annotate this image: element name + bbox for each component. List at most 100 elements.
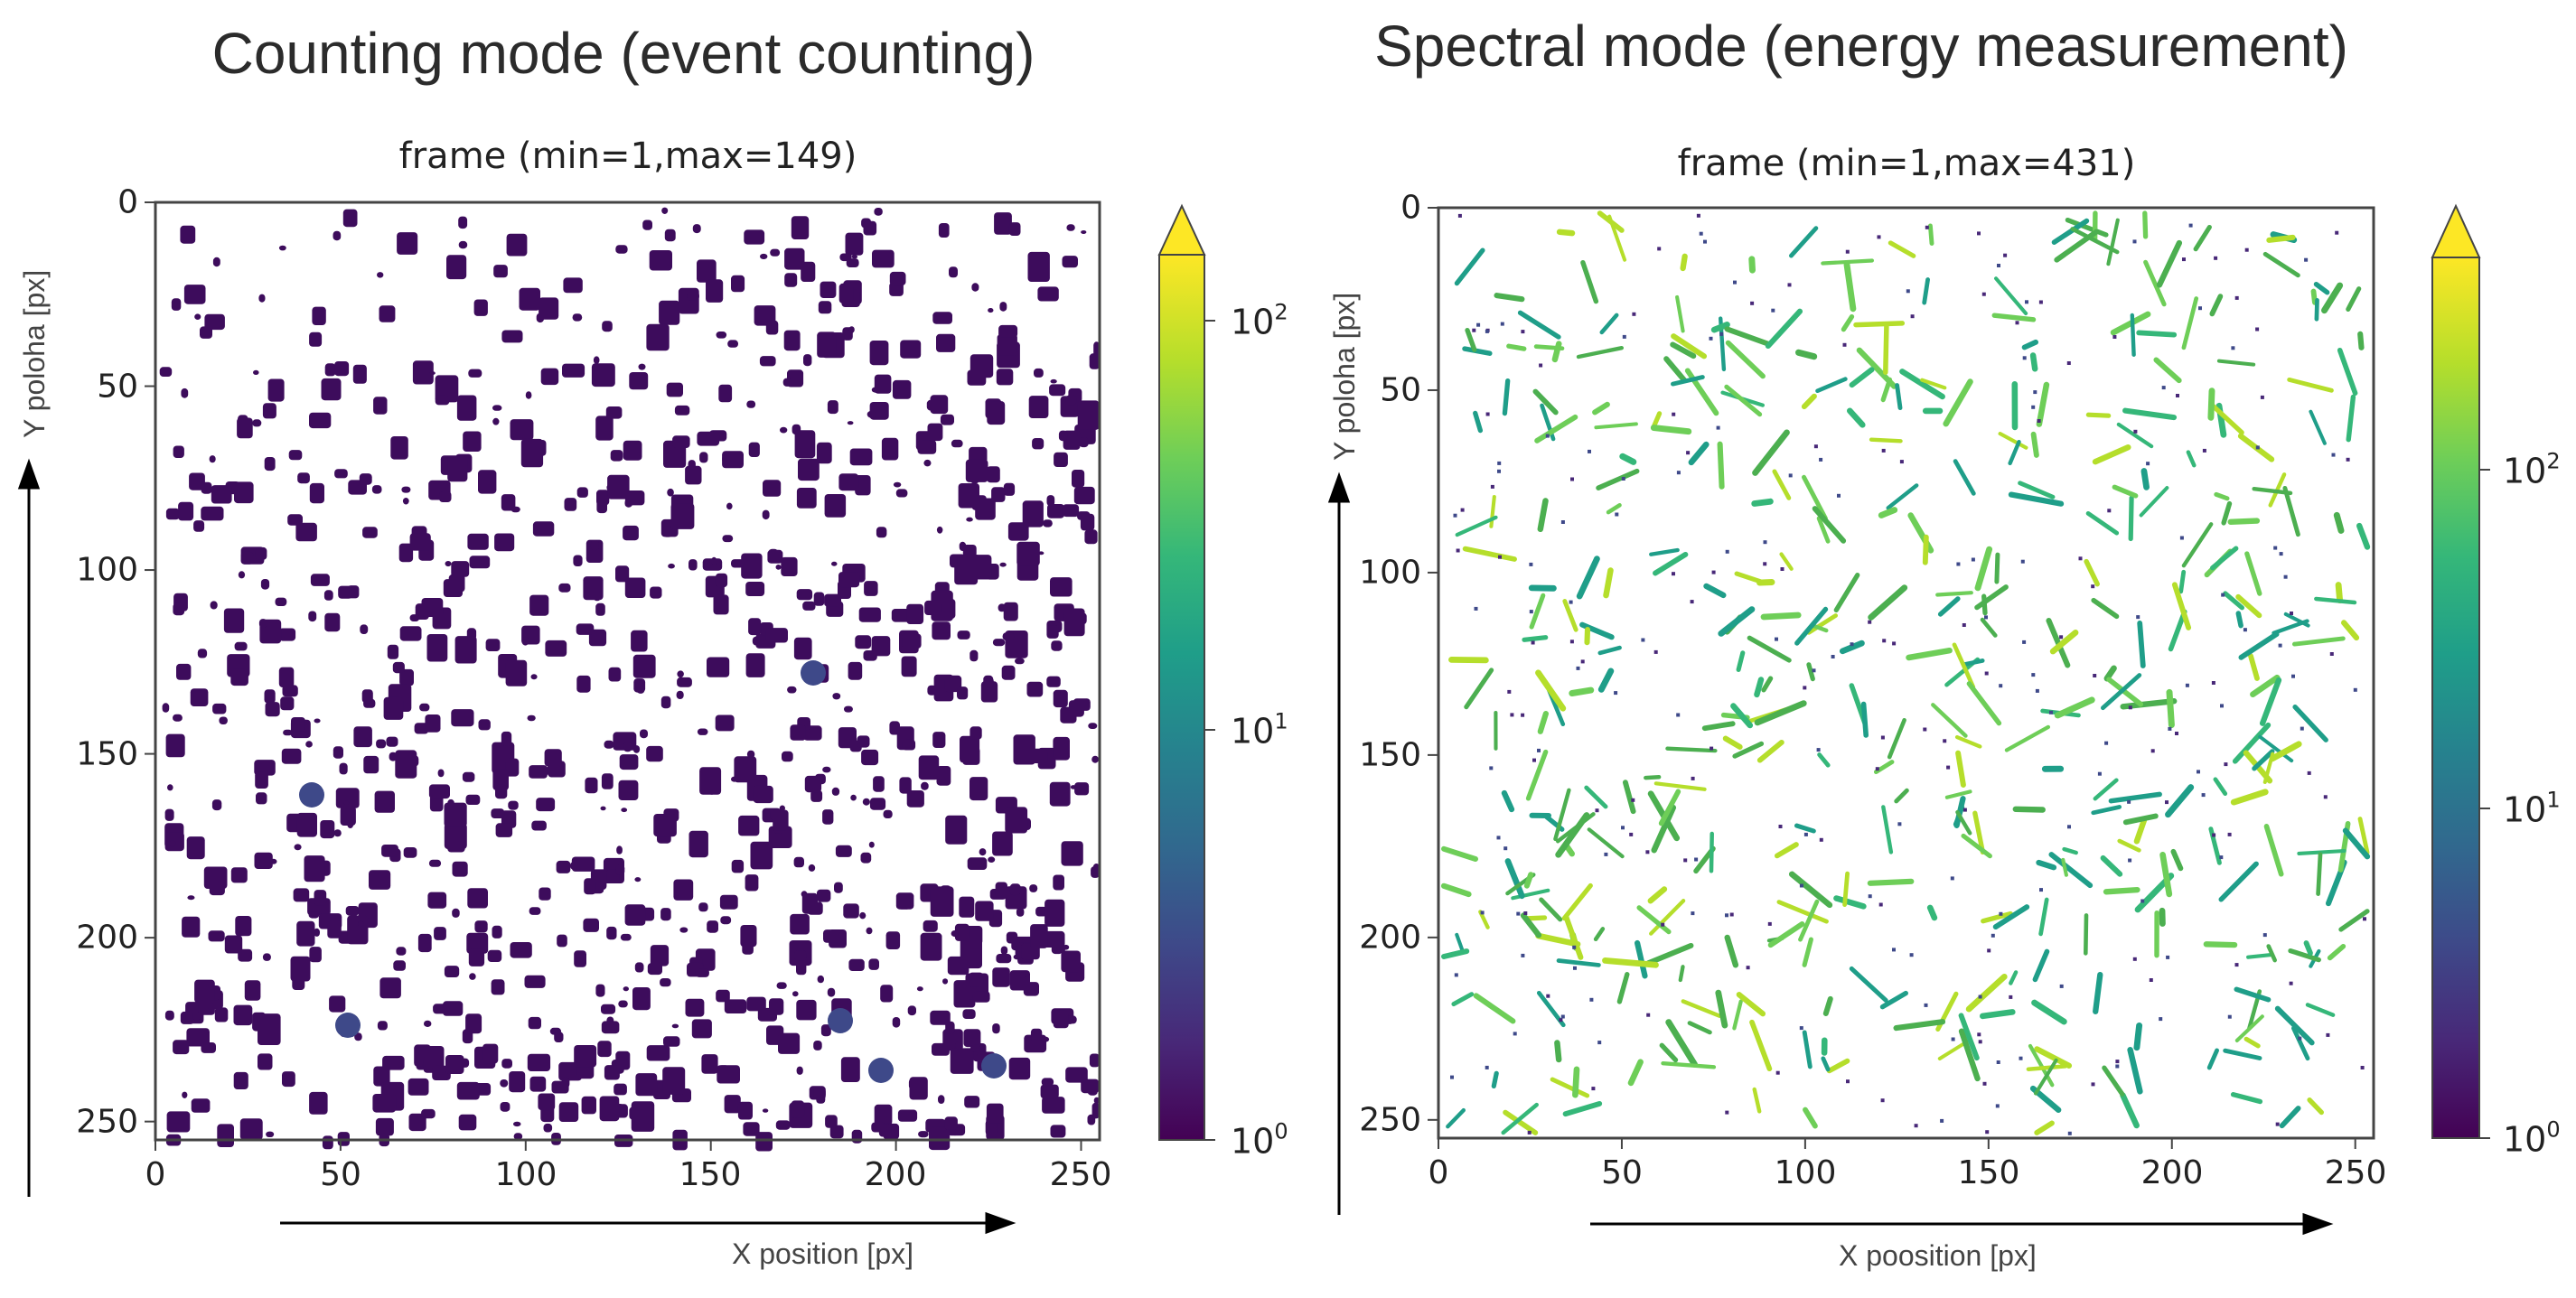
event-blob (980, 681, 998, 703)
event-blob (491, 808, 505, 818)
event-blob (182, 916, 201, 938)
low-energy-pixel (1709, 336, 1713, 341)
event-blob (831, 787, 840, 796)
particle-track (1556, 229, 1576, 237)
event-blob (646, 1045, 670, 1061)
event-blob (407, 1078, 429, 1096)
event-blob (521, 637, 529, 646)
particle-track (1441, 948, 1470, 959)
event-blob (1034, 368, 1044, 378)
left-cb-tick-10: 101 (1231, 709, 1288, 752)
event-blob (616, 845, 623, 854)
particle-track (1833, 573, 1860, 613)
event-blob (932, 621, 951, 640)
event-blob (291, 717, 305, 732)
particle-track (1798, 899, 1820, 942)
low-energy-pixel (2093, 674, 2097, 677)
low-energy-pixel (2224, 762, 2228, 767)
event-blob (822, 809, 834, 825)
event-blob (445, 1055, 464, 1074)
event-blob (282, 685, 298, 697)
particle-track (1732, 741, 1765, 759)
left-x-tick-200: 200 (864, 1156, 927, 1193)
particle-track (1710, 322, 1730, 333)
event-blob (1001, 665, 1016, 680)
particle-track (2021, 339, 2039, 350)
event-blob (347, 819, 354, 828)
particle-track (1853, 321, 1906, 328)
event-blob (258, 1013, 281, 1045)
event-blob (884, 446, 897, 457)
particle-track (1981, 910, 2013, 924)
event-blob (840, 1057, 860, 1082)
event-blob (615, 1051, 631, 1070)
event-blob (938, 223, 950, 238)
event-blob (868, 841, 875, 848)
event-blob (180, 225, 196, 244)
event-blob (618, 1000, 628, 1008)
event-blob (906, 790, 924, 808)
particle-track (2207, 388, 2215, 421)
low-energy-pixel (2260, 395, 2264, 399)
event-blob (465, 794, 481, 805)
low-energy-pixel (1892, 641, 1897, 646)
event-blob (233, 1004, 253, 1026)
event-blob (262, 953, 271, 961)
event-blob (987, 401, 1006, 425)
event-blob (866, 411, 876, 418)
low-energy-pixel (1513, 1032, 1517, 1036)
event-blob (374, 790, 395, 813)
event-blob (970, 1044, 980, 1052)
particle-track (2210, 404, 2244, 435)
low-energy-pixel (1696, 213, 1700, 218)
event-blob (354, 1032, 362, 1041)
particle-track (2100, 673, 2142, 711)
event-blob (1051, 640, 1063, 651)
particle-track (2133, 817, 2148, 845)
spectral-mode-heatmap (1428, 206, 2375, 1149)
low-energy-pixel (1778, 825, 1783, 828)
particle-track (1724, 934, 1739, 968)
event-blob (615, 864, 625, 875)
particle-track (1501, 1102, 1539, 1135)
particle-track (1599, 313, 1619, 335)
event-blob (164, 1010, 174, 1021)
event-blob (176, 663, 192, 680)
low-energy-pixel (1991, 933, 1995, 938)
event-blob (770, 248, 781, 257)
event-blob (327, 920, 342, 938)
event-blob (462, 771, 475, 782)
particle-track (1881, 805, 1894, 854)
event-blob (408, 1113, 426, 1132)
particle-track (1523, 872, 1534, 889)
event-blob (619, 754, 639, 770)
particle-track (1724, 384, 1763, 417)
right-cb-tick-10: 101 (2503, 788, 2561, 830)
particle-track (1535, 932, 1581, 948)
particle-track (2036, 859, 2057, 871)
event-blob (372, 1094, 397, 1113)
event-blob (1030, 1028, 1043, 1041)
event-blob (702, 558, 723, 571)
event-blob (557, 934, 567, 948)
event-blob (451, 561, 470, 577)
particle-track (1539, 897, 1563, 922)
particle-track (1803, 1107, 1818, 1129)
event-blob (601, 773, 614, 789)
event-blob (323, 590, 333, 601)
event-blob (189, 472, 205, 490)
event-blob (874, 208, 883, 216)
event-blob (650, 945, 670, 966)
event-blob (762, 509, 770, 520)
particle-track (1491, 1070, 1499, 1089)
low-energy-pixel (1546, 994, 1550, 998)
event-blob (429, 794, 444, 812)
event-blob (636, 682, 645, 694)
event-blob (398, 543, 414, 563)
low-energy-pixel (1837, 493, 1841, 498)
event-blob (595, 984, 605, 997)
right-x-tick-250: 250 (2324, 1154, 2387, 1191)
low-energy-pixel (2198, 306, 2202, 311)
low-energy-pixel (1597, 1041, 1602, 1045)
event-blob (793, 637, 812, 660)
